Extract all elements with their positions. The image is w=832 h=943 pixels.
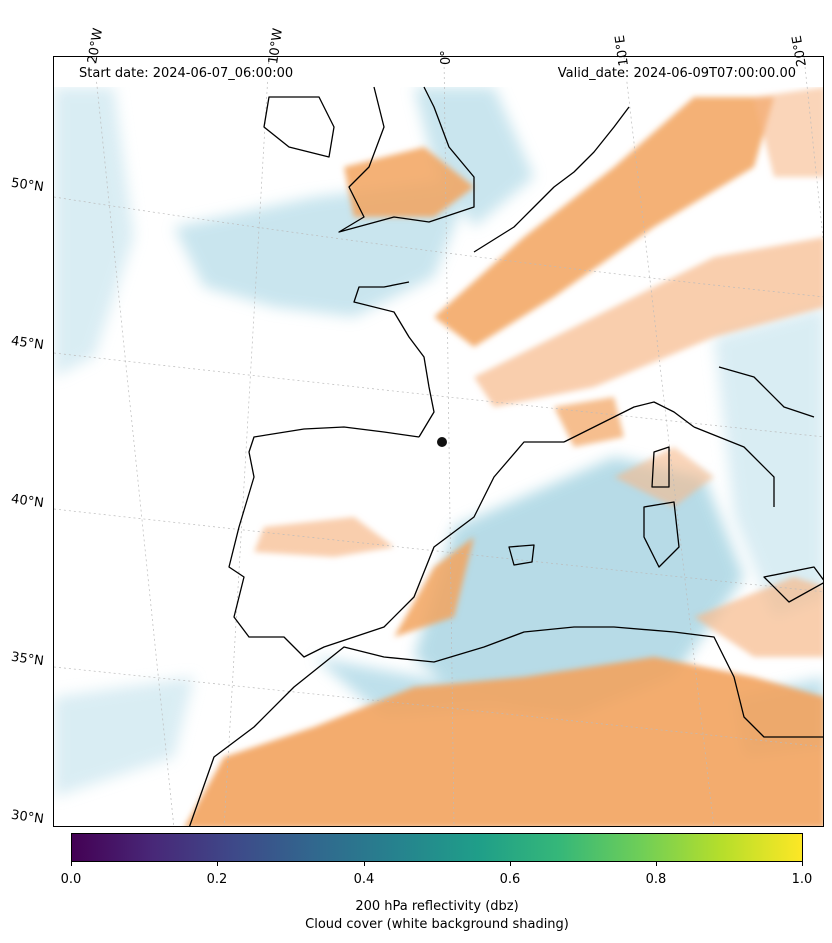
colorbar-tick-mark — [656, 862, 657, 866]
lat-label-30n: 30°N — [10, 807, 45, 828]
location-marker — [437, 437, 447, 447]
cloud-area — [54, 677, 194, 797]
colorbar-tick-mark — [217, 862, 218, 866]
reflectivity-area — [394, 537, 474, 637]
reflectivity-area — [614, 447, 714, 507]
coast-brittany-biscay — [353, 281, 435, 438]
gridline-lon-10w — [223, 57, 270, 826]
cloud-area — [54, 87, 134, 377]
gridline-lat-35 — [54, 666, 823, 748]
colorbar-label-line2: Cloud cover (white background shading) — [305, 917, 569, 932]
colorbar-tick-label: 0.4 — [353, 872, 375, 887]
reflectivity-area — [434, 97, 774, 347]
cloud-area — [414, 87, 534, 227]
gridline-lon-20w — [93, 57, 175, 826]
colorbar-tick-label: 0.6 — [499, 872, 521, 887]
map-canvas — [54, 57, 823, 826]
coast-france-north — [473, 106, 630, 253]
lat-label-35n: 35°N — [10, 649, 45, 670]
coast-iberia — [228, 426, 564, 658]
colorbar-tick-mark — [510, 862, 511, 866]
coast-italy-west — [693, 426, 775, 507]
reflectivity-area — [185, 657, 823, 826]
valid-date-label: Valid_date: 2024-06-09T07:00:00.00 — [554, 66, 799, 81]
reflectivity-area — [554, 397, 624, 447]
coast-sicily — [763, 566, 823, 603]
colorbar-tick-label: 0.2 — [206, 872, 228, 887]
gridline-lon-0 — [443, 57, 455, 826]
reflectivity-area — [754, 87, 823, 177]
graticule — [54, 57, 823, 826]
coast-corsica — [651, 446, 670, 488]
coast-france-south — [563, 401, 695, 443]
reflectivity-area — [694, 577, 823, 657]
reflectivity-area — [344, 147, 474, 217]
coast-ireland — [263, 96, 335, 158]
map-panel[interactable] — [53, 56, 824, 827]
colorbar-tick-mark — [802, 862, 803, 866]
reflectivity-layer — [185, 87, 823, 826]
start-date-label: Start date: 2024-06-07_06:00:00 — [76, 66, 297, 81]
lat-label-45n: 45°N — [10, 333, 45, 354]
gridline-lat-50 — [54, 196, 823, 298]
reflectivity-area — [474, 237, 823, 407]
gridline-lon-10e — [623, 57, 715, 826]
colorbar-tick-label: 0.8 — [645, 872, 667, 887]
coast-north-africa — [189, 626, 823, 826]
coast-italy-east — [718, 366, 815, 418]
lon-label-10e: 10°E — [612, 34, 632, 68]
colorbar — [71, 833, 803, 862]
gridline-lon-20e — [803, 57, 823, 242]
colorbar-label-line1: 200 hPa reflectivity (dbz) — [355, 899, 519, 914]
coast-sardinia — [643, 501, 680, 568]
coastlines — [189, 86, 823, 826]
colorbar-tick-label: 1.0 — [791, 872, 813, 887]
lat-label-40n: 40°N — [10, 491, 45, 512]
cloud-area — [714, 307, 823, 617]
colorbar-tick-label: 0.0 — [60, 872, 82, 887]
reflectivity-area — [254, 517, 394, 557]
lon-label-0: 0° — [439, 50, 454, 65]
coast-great-britain — [338, 86, 475, 233]
gridline-lat-45 — [54, 352, 823, 438]
colorbar-tick-mark — [364, 862, 365, 866]
cloud-area — [414, 457, 744, 717]
gridline-lat-40 — [54, 508, 823, 593]
lat-label-50n: 50°N — [10, 175, 45, 196]
coast-balearics — [508, 544, 535, 566]
colorbar-tick-mark — [71, 862, 72, 866]
